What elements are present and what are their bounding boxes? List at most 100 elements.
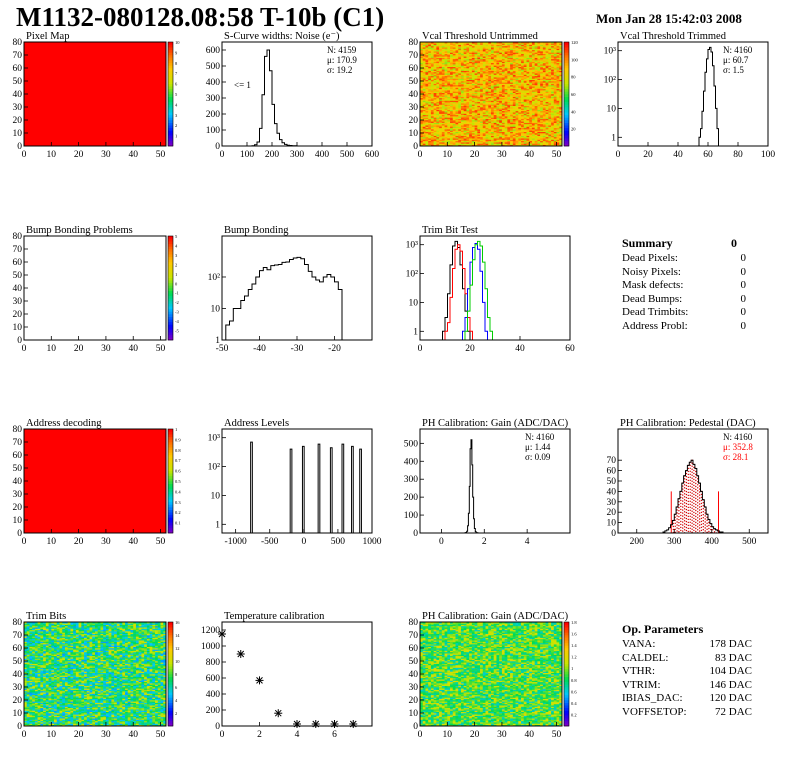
hatch-dot bbox=[698, 488, 701, 490]
heatmap-cell bbox=[477, 100, 481, 103]
hatch-dot bbox=[691, 468, 693, 470]
heatmap-cell bbox=[477, 99, 481, 101]
heatmap-cell bbox=[529, 57, 533, 60]
heatmap-cell bbox=[507, 99, 511, 101]
heatmap-cell bbox=[512, 104, 516, 106]
palette-band bbox=[168, 337, 173, 341]
heatmap-cell bbox=[526, 96, 530, 99]
heatmap-cell bbox=[460, 100, 464, 103]
x-tick-label: 60 bbox=[565, 344, 575, 354]
heatmap-cell bbox=[433, 120, 437, 122]
heatmap-cell bbox=[488, 87, 492, 90]
heatmap-cell bbox=[499, 135, 503, 138]
heatmap-cell bbox=[548, 43, 552, 45]
heatmap-cell bbox=[512, 107, 516, 109]
heatmap-cell bbox=[425, 114, 429, 117]
heatmap-cell bbox=[433, 60, 437, 62]
heatmap-cell bbox=[521, 43, 525, 45]
heatmap-cell bbox=[559, 92, 563, 95]
palette-tick-label: -4 bbox=[175, 319, 179, 324]
heatmap-cell bbox=[430, 55, 434, 57]
heatmap-cell bbox=[477, 134, 481, 136]
heatmap-cell bbox=[471, 135, 475, 138]
hatch-dot bbox=[706, 525, 708, 527]
heatmap-cell bbox=[531, 79, 535, 82]
heatmap-cell bbox=[491, 62, 495, 65]
hatch-dot bbox=[687, 506, 689, 509]
heatmap-cell bbox=[504, 130, 508, 132]
heatmap-cell bbox=[493, 135, 497, 138]
heatmap-cell bbox=[450, 112, 454, 114]
heatmap-cell bbox=[540, 108, 544, 110]
heatmap-cell bbox=[466, 143, 470, 145]
heatmap-cell bbox=[542, 123, 546, 126]
heatmap-cell bbox=[474, 88, 478, 91]
heatmap-cell bbox=[499, 130, 503, 132]
heatmap-cell bbox=[551, 94, 555, 96]
heatmap-cell bbox=[420, 90, 424, 92]
palette-band bbox=[564, 78, 569, 82]
heatmap-cell bbox=[471, 103, 475, 105]
heatmap-cell bbox=[548, 65, 552, 67]
heatmap-cell bbox=[512, 71, 516, 74]
heatmap-cell bbox=[523, 42, 527, 44]
heatmap-cell bbox=[534, 77, 538, 79]
heatmap-cell bbox=[474, 143, 478, 145]
heatmap-cell bbox=[466, 49, 470, 52]
heatmap-cell bbox=[471, 101, 475, 104]
heatmap-cell bbox=[559, 65, 563, 67]
heatmap-cell bbox=[482, 55, 486, 57]
heatmap-cell bbox=[422, 60, 426, 62]
heatmap-cell bbox=[531, 81, 535, 83]
heatmap-cell bbox=[510, 68, 514, 70]
heatmap-cell bbox=[488, 116, 492, 118]
heatmap-cell bbox=[537, 131, 541, 134]
heatmap-cell bbox=[534, 99, 538, 101]
heatmap-cell bbox=[542, 42, 546, 44]
heatmap-cell bbox=[531, 60, 535, 62]
chart-title: PH Calibration: Gain (ADC/DAC) bbox=[422, 418, 569, 429]
heatmap-cell bbox=[518, 113, 522, 116]
heatmap-cell bbox=[450, 78, 454, 80]
heatmap-cell bbox=[548, 95, 552, 97]
heatmap-cell bbox=[540, 103, 544, 105]
heatmap-cell bbox=[441, 109, 445, 112]
heatmap-cell bbox=[521, 51, 525, 53]
heatmap-cell bbox=[510, 42, 514, 44]
heatmap-cell bbox=[439, 65, 443, 67]
heatmap-cell bbox=[510, 65, 514, 67]
heatmap-cell bbox=[433, 61, 437, 64]
palette-tick-label: 6 bbox=[175, 82, 178, 87]
heatmap-cell bbox=[545, 55, 549, 57]
hatch-dot bbox=[698, 509, 701, 511]
heatmap-cell bbox=[553, 114, 557, 117]
heatmap-cell bbox=[545, 83, 549, 86]
heatmap-cell bbox=[425, 60, 429, 62]
heatmap-cell bbox=[433, 126, 437, 129]
heatmap-cell bbox=[553, 135, 557, 138]
heatmap-cell bbox=[460, 49, 464, 52]
heatmap-cell bbox=[460, 105, 464, 108]
heatmap-cell bbox=[501, 81, 505, 83]
palette-band bbox=[564, 68, 569, 71]
heatmap-cell bbox=[463, 92, 467, 95]
heatmap-cell bbox=[422, 139, 426, 142]
hatch-dot bbox=[683, 502, 686, 504]
heatmap-cell bbox=[452, 58, 456, 61]
palette-band bbox=[168, 436, 173, 440]
heatmap-cell bbox=[556, 120, 560, 122]
heatmap-cell bbox=[420, 103, 424, 105]
heatmap-cell bbox=[458, 61, 462, 64]
heatmap-cell bbox=[512, 101, 516, 104]
heatmap-cell bbox=[425, 47, 429, 49]
heatmap-cell bbox=[491, 66, 495, 69]
heatmap-cell bbox=[501, 90, 505, 92]
heatmap-cell bbox=[559, 112, 563, 114]
heatmap-cell bbox=[439, 51, 443, 53]
palette-tick-label: 1 bbox=[175, 272, 177, 277]
heatmap-cell bbox=[436, 105, 440, 108]
heatmap-cell bbox=[425, 66, 429, 69]
heatmap-cell bbox=[551, 122, 555, 125]
hatch-dot bbox=[674, 525, 676, 527]
